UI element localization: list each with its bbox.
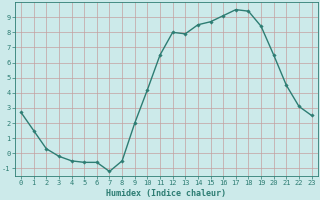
X-axis label: Humidex (Indice chaleur): Humidex (Indice chaleur) (106, 189, 226, 198)
